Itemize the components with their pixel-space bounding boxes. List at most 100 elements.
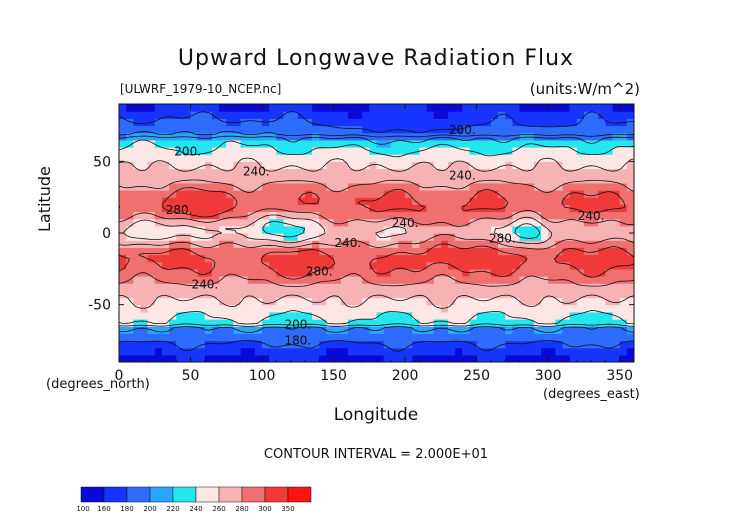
field-cell — [283, 182, 292, 191]
field-cell — [598, 161, 606, 170]
field-cell — [326, 304, 335, 313]
field-cell — [469, 190, 478, 198]
contour-label: 280. — [489, 232, 516, 246]
field-cell — [240, 182, 249, 191]
field-cell — [426, 333, 435, 342]
field-cell — [197, 304, 206, 313]
field-cell — [405, 347, 413, 356]
field-cell — [605, 311, 614, 320]
field-cell — [169, 161, 177, 170]
field-cell — [276, 139, 285, 148]
field-cell — [498, 354, 506, 362]
field-cell — [562, 304, 571, 313]
field-cell — [262, 297, 270, 306]
field-cell — [462, 283, 471, 291]
field-cell — [541, 247, 549, 256]
field-cell — [605, 197, 614, 205]
contour-label: 280. — [166, 203, 193, 217]
field-cell — [333, 190, 342, 198]
field-cell — [161, 225, 170, 234]
field-cell — [133, 125, 142, 134]
field-cell — [626, 168, 634, 177]
field-cell — [326, 197, 335, 205]
field-cell — [405, 125, 413, 134]
field-cell — [412, 340, 421, 349]
field-cell — [455, 354, 463, 362]
field-cell — [126, 297, 134, 306]
field-cell — [126, 139, 134, 148]
field-cell — [169, 118, 177, 127]
field-cell — [412, 333, 421, 342]
field-cell — [262, 139, 270, 148]
field-cell — [448, 132, 456, 141]
field-cell — [161, 276, 170, 284]
field-cell — [598, 175, 606, 184]
field-cell — [376, 319, 385, 327]
field-cell — [383, 104, 392, 112]
field-cell — [140, 290, 149, 299]
field-cell — [183, 125, 192, 134]
field-cell — [419, 139, 428, 148]
field-cell — [240, 168, 249, 177]
field-cell — [397, 311, 406, 320]
field-cell — [362, 175, 370, 184]
field-cell — [283, 247, 292, 256]
field-cell — [555, 139, 564, 148]
field-cell — [154, 347, 163, 356]
field-cell — [304, 347, 313, 356]
field-cell — [526, 240, 535, 248]
field-cell — [505, 240, 513, 248]
field-cell — [219, 175, 227, 184]
field-cell — [533, 175, 542, 184]
field-cell — [362, 161, 370, 170]
field-cell — [455, 225, 463, 234]
field-cell — [448, 168, 456, 177]
field-cell — [190, 132, 199, 141]
field-cell — [526, 147, 535, 155]
field-cell — [548, 319, 556, 327]
field-cell — [347, 190, 356, 198]
field-cell — [498, 290, 506, 299]
field-cell — [469, 161, 478, 170]
field-cell — [369, 111, 378, 119]
field-cell — [397, 247, 406, 256]
field-cell — [147, 354, 156, 362]
field-cell — [247, 190, 256, 198]
field-cell — [455, 311, 463, 320]
field-cell — [512, 311, 521, 320]
field-cell — [383, 225, 392, 234]
field-cell — [197, 182, 206, 191]
field-cell — [490, 268, 499, 277]
field-cell — [455, 319, 463, 327]
field-cell — [226, 261, 235, 270]
field-cell — [154, 175, 163, 184]
field-cell — [591, 111, 599, 119]
field-cell — [247, 204, 256, 213]
field-cell — [169, 261, 177, 270]
field-cell — [440, 340, 449, 349]
field-cell — [397, 125, 406, 134]
field-cell — [347, 268, 356, 277]
field-cell — [397, 204, 406, 213]
field-cell — [390, 297, 399, 306]
field-cell — [433, 347, 442, 356]
field-cell — [290, 247, 299, 256]
field-cell — [183, 283, 192, 291]
field-cell — [290, 347, 299, 356]
field-cell — [626, 276, 634, 284]
field-cell — [290, 283, 299, 291]
field-cell — [347, 326, 356, 334]
field-cell — [197, 340, 206, 349]
field-cell — [433, 290, 442, 299]
field-cell — [333, 340, 342, 349]
field-cell — [290, 240, 299, 248]
field-cell — [562, 225, 571, 234]
field-cell — [448, 340, 456, 349]
field-cell — [304, 190, 313, 198]
field-cell — [569, 204, 578, 213]
field-cell — [369, 276, 378, 284]
field-cell — [319, 347, 328, 356]
field-cell — [462, 132, 471, 141]
field-cell — [526, 190, 535, 198]
field-cell — [197, 283, 206, 291]
